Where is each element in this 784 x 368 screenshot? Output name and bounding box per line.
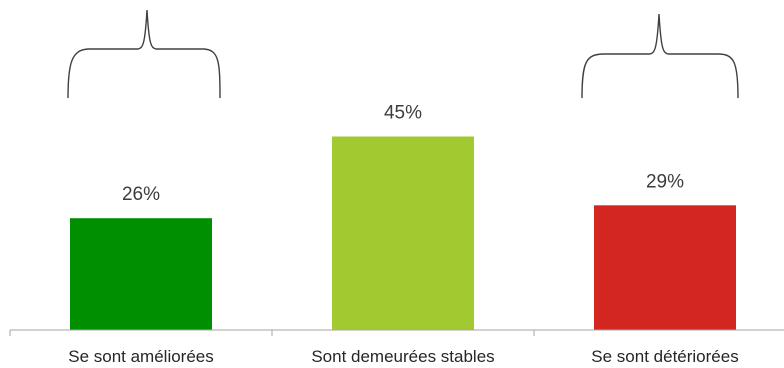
data-label-se-sont-deteriorees: 29% — [646, 171, 684, 192]
bar-se-sont-ameliorees — [70, 218, 212, 330]
data-label-sont-demeurees-stables: 45% — [384, 103, 422, 124]
x-axis-ticks — [9, 330, 535, 336]
data-labels: 26% 45% 29% — [122, 103, 684, 206]
bar-se-sont-deteriorees — [594, 205, 736, 330]
brace-annotation-left — [67, 9, 221, 99]
bar-sont-demeurees-stables — [332, 136, 474, 330]
tick-label-se-sont-ameliorees: Se sont améliorées — [68, 347, 214, 366]
bars — [70, 136, 736, 330]
brace-annotation-right — [581, 13, 739, 99]
tick-label-sont-demeurees-stables: Sont demeurées stables — [311, 347, 494, 366]
tick-label-se-sont-deteriorees: Se sont détériorées — [591, 347, 738, 366]
data-label-se-sont-ameliorees: 26% — [122, 184, 160, 205]
x-axis-tick-labels: Se sont améliorées Sont demeurées stables… — [68, 347, 738, 366]
